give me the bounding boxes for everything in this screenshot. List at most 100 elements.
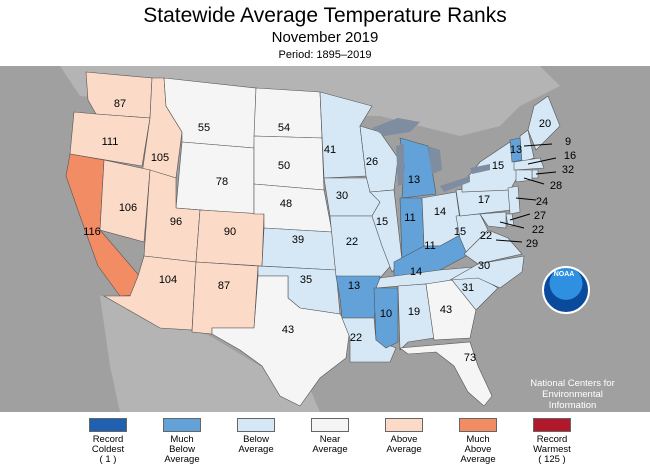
rank-WA: 87: [114, 98, 126, 110]
lake-huron: [428, 146, 442, 174]
legend-label: Near Average: [312, 434, 348, 455]
rank-NH: 9: [565, 136, 571, 148]
noaa-logo: [542, 266, 590, 314]
rank-SC: 31: [462, 282, 474, 294]
credit-line-4: Thu Dec 5 2019: [538, 411, 607, 422]
map-subtitle: November 2019: [271, 29, 379, 46]
us-map: 87 111 116 105 106 55 78 96 104 90 87 54…: [0, 66, 650, 422]
rank-DE: 27: [534, 210, 546, 222]
rank-IL: 15: [376, 216, 388, 228]
rank-NV: 106: [119, 202, 137, 214]
rank-MS: 10: [380, 308, 392, 320]
state-GA: [425, 279, 477, 341]
leader-RI: [535, 171, 557, 175]
state-TX: [211, 275, 351, 407]
rank-WY: 78: [216, 176, 228, 188]
callout-lines: [495, 143, 557, 243]
leader-MA: [527, 157, 557, 165]
rank-LA: 22: [350, 332, 362, 344]
state-ME: [527, 95, 561, 151]
state-AL: [397, 283, 435, 351]
rank-WV: 15: [454, 226, 466, 238]
credit-line-1: National Centers for: [530, 378, 615, 389]
state-NM: [191, 261, 259, 335]
lake-ontario: [470, 164, 490, 174]
rank-MI: 13: [408, 174, 420, 186]
credit-block: National Centers for Environmental Infor…: [505, 378, 640, 422]
leader-DE: [509, 213, 531, 221]
leader-VA-callout: [495, 239, 523, 243]
rank-ME: 20: [539, 118, 551, 130]
legend-label: Record Coldest( 1 ): [91, 434, 125, 465]
rank-TN: 14: [410, 266, 422, 278]
legend-item-record-coldest: Record Coldest( 1 ): [70, 418, 146, 465]
rank-FL: 73: [464, 352, 476, 364]
map-canvas: 87 111 116 105 106 55 78 96 104 90 87 54…: [0, 66, 576, 412]
rank-SD: 50: [278, 160, 290, 172]
credit-line-2: Environmental: [542, 389, 603, 400]
legend-label: Record Warmest( 125 ): [533, 434, 571, 465]
state-LA: [341, 317, 397, 363]
rank-WI: 26: [366, 156, 378, 168]
legend-item-above: Above Average: [366, 418, 442, 455]
rank-MO: 22: [346, 236, 358, 248]
legend-label: Below Average: [238, 434, 274, 455]
state-IL: [369, 189, 403, 273]
rank-AL: 19: [408, 306, 420, 318]
states-layer: [65, 71, 561, 407]
rank-KY: 11: [424, 240, 435, 252]
rank-VT: 13: [510, 144, 522, 156]
rank-MD: 22: [532, 224, 544, 236]
lake-erie: [440, 176, 470, 192]
rank-AR: 13: [348, 280, 360, 292]
leader-CT: [523, 177, 545, 185]
legend-item-much-below: Much Below Average: [144, 418, 220, 465]
state-NV: [99, 159, 151, 243]
rank-AZ: 104: [159, 274, 177, 286]
legend-label: Much Below Average: [164, 434, 200, 465]
state-MD: [479, 211, 507, 229]
rank-RI: 32: [562, 164, 574, 176]
rank-NJ: 24: [536, 196, 548, 208]
state-FL: [399, 341, 493, 407]
rank-ID: 105: [151, 152, 169, 164]
rank-labels: 87 111 116 105 106 55 78 96 104 90 87 54…: [83, 98, 576, 364]
legend-item-below: Below Average: [218, 418, 294, 455]
legend-swatch: [163, 418, 201, 432]
lake-michigan: [396, 144, 404, 186]
leader-MD: [499, 221, 525, 229]
rank-TX: 43: [282, 324, 294, 336]
state-NC: [449, 255, 525, 289]
rank-CT: 28: [550, 180, 562, 192]
legend-swatch: [533, 418, 571, 432]
rank-VA-callout: 29: [526, 238, 538, 250]
state-OR: [69, 111, 151, 167]
state-NJ: [507, 185, 521, 215]
rank-OH: 14: [434, 206, 446, 218]
legend-swatch: [237, 418, 275, 432]
rank-MA: 16: [564, 150, 576, 162]
noaa-logo-text: NOAA: [553, 271, 575, 278]
rank-NM: 87: [218, 280, 230, 292]
rank-OR: 111: [102, 136, 119, 148]
state-MS: [373, 287, 399, 349]
legend-label: Much Above Average: [460, 434, 496, 465]
rank-VA: 22: [480, 230, 492, 242]
legend-swatch: [311, 418, 349, 432]
lake-superior: [372, 118, 420, 136]
legend-swatch: [459, 418, 497, 432]
legend: Record Coldest( 1 ) Much Below Average Belo…: [0, 418, 650, 475]
legend-item-much-above: Much Above Average: [440, 418, 516, 465]
rank-CA: 116: [83, 226, 101, 238]
legend-swatch: [385, 418, 423, 432]
great-lakes: [372, 118, 490, 192]
rank-KS: 39: [292, 234, 304, 246]
state-NE: [253, 183, 333, 233]
legend-swatch: [89, 418, 127, 432]
leader-NH: [523, 143, 553, 147]
rank-NY: 15: [492, 160, 504, 172]
map-period: Period: 1895–2019: [278, 49, 372, 61]
rank-NE: 48: [280, 198, 292, 210]
rank-MT: 55: [198, 122, 210, 134]
rank-MN: 41: [324, 144, 336, 156]
